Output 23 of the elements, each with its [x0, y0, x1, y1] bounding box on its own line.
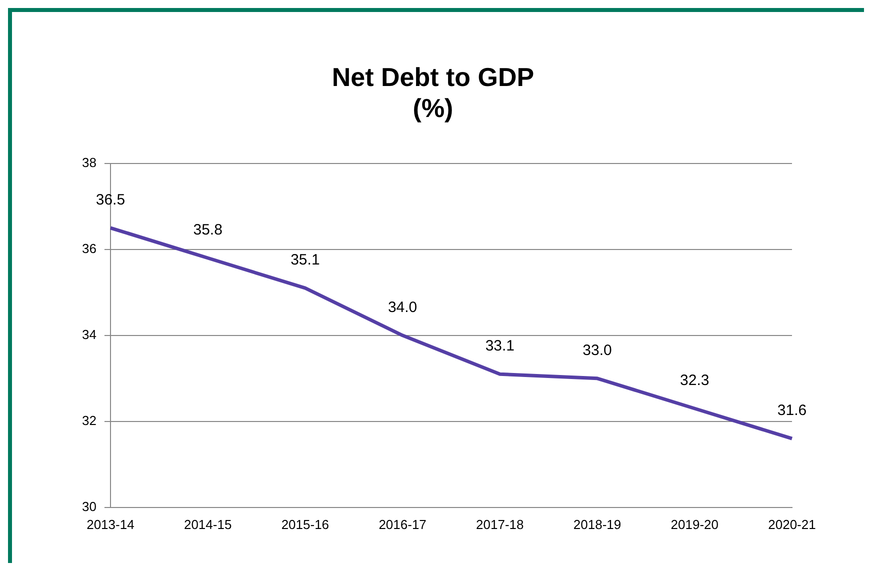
x-tick-label: 2014-15 — [184, 516, 232, 532]
y-tick-label: 38 — [82, 154, 96, 170]
data-label: 34.0 — [388, 299, 418, 316]
x-tick-label: 2016-17 — [378, 516, 426, 532]
x-tick-label: 2018-19 — [573, 516, 622, 532]
data-label: 35.8 — [193, 222, 222, 239]
text: Net Debt to GDP — [332, 62, 534, 92]
data-label: 35.1 — [290, 252, 320, 269]
data-label: 32.3 — [680, 372, 710, 390]
y-tick-label: 34 — [82, 326, 96, 342]
x-tick-label: 2020-21 — [768, 516, 816, 532]
text: (%) — [412, 92, 454, 123]
y-tick-label: 32 — [82, 412, 96, 428]
x-tick-label: 2017-18 — [476, 516, 524, 532]
y-tick-label: 36 — [82, 240, 96, 256]
y-tick-label: 30 — [82, 498, 96, 514]
data-label: 33.1 — [485, 338, 515, 355]
x-tick-label: 2019-20 — [670, 516, 718, 532]
x-tick-label: 2015-16 — [281, 516, 330, 532]
x-tick-label: 2013-14 — [86, 516, 134, 532]
data-label: 33.0 — [582, 342, 612, 360]
data-label: 36.5 — [96, 192, 126, 209]
data-label: 31.6 — [777, 402, 807, 420]
